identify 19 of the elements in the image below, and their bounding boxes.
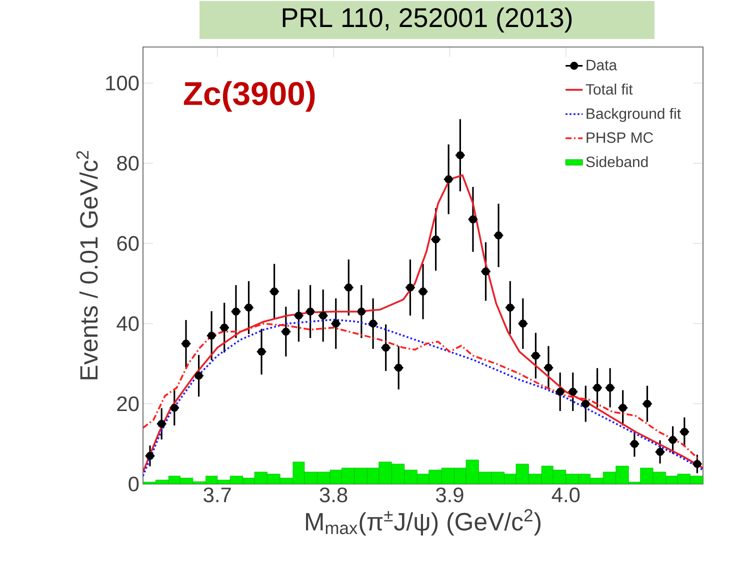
chart-title: PRL 110, 252001 (2013) (282, 7, 572, 33)
legend-label: Total fit (586, 84, 633, 95)
y-tick-label: 40 (116, 316, 139, 332)
x-tick-label: 3.9 (436, 488, 464, 502)
x-tick-label: 4.0 (552, 488, 580, 502)
y-axis-title: Events / 0.01 GeV/c$^{2}$ (76, 151, 98, 380)
x-tick-label: 3.8 (320, 488, 348, 502)
y-tick-label: 20 (117, 396, 139, 412)
y-tick-label: 60 (117, 236, 139, 251)
y-tick-label: 0 (128, 476, 139, 492)
legend-label: PHSP MC (586, 132, 653, 143)
legend-label: Background fit (586, 108, 681, 122)
legend-label: Data (586, 60, 618, 70)
annotation: Zc(3900) (184, 81, 315, 112)
y-tick-label: 100 (106, 76, 139, 90)
x-tick-label: 3.7 (204, 488, 231, 502)
y-tick-label: 80 (117, 156, 139, 171)
legend-label: Sideband (586, 156, 648, 168)
x-axis-title: M$_{max}$(π$^{±}$J/ψ) (GeV/c$^{2}$) (306, 509, 540, 536)
